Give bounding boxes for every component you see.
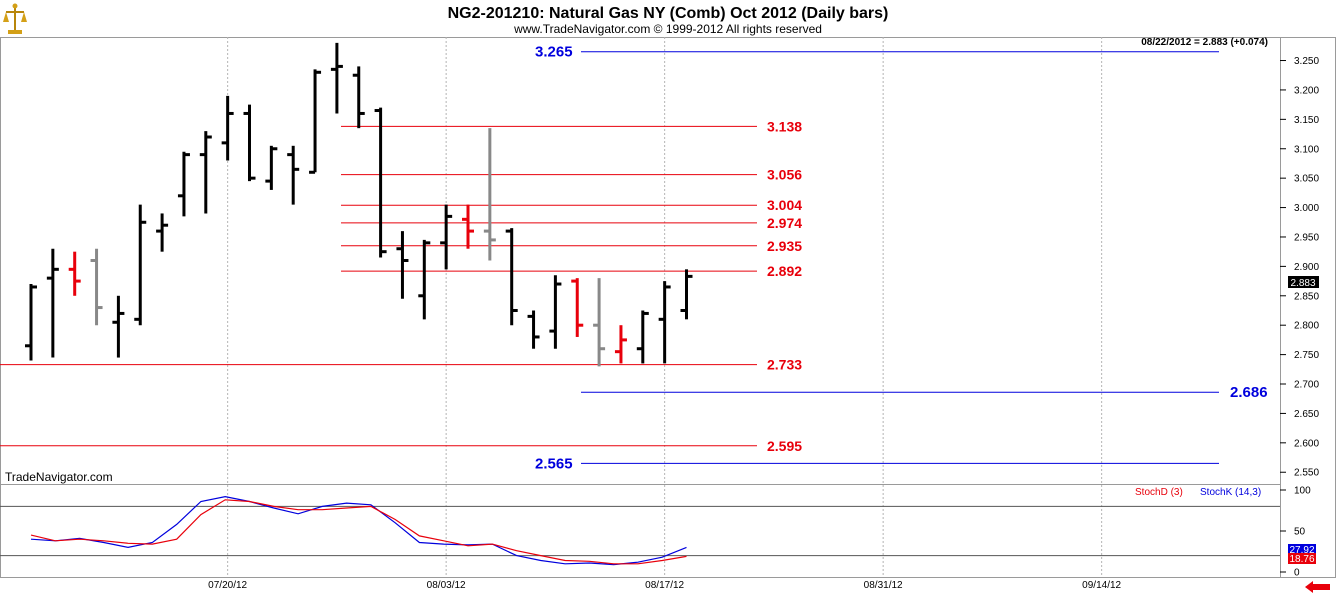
price-tick-label: 2.850 [1294,291,1319,302]
price-tick-label: 2.650 [1294,409,1319,420]
date-tick-label: 09/14/12 [1082,580,1121,591]
red-level-label: 3.004 [767,197,802,213]
price-axis-frame [1280,37,1336,578]
ohlc-bar [593,278,606,367]
stochk-value: 27.92 [1289,545,1314,556]
ohlc-bar [199,131,212,214]
ohlc-bar [680,269,693,320]
price-tick-label: 3.150 [1294,115,1319,126]
ohlc-bar [352,66,365,129]
ohlc-bar [287,145,300,205]
ohlc-bar [396,231,409,299]
date-axis-ticks: 07/20/12 08/03/12 08/17/12 08/31/12 09/14/12 [208,580,1121,591]
ohlc-bar [636,310,649,364]
last-price-tag-text: 2.883 [1290,278,1315,289]
ohlc-bar [265,145,278,190]
date-tick-label: 08/17/12 [645,580,684,591]
red-level-label: 2.733 [767,357,802,373]
price-tick-label: 3.050 [1294,174,1319,185]
price-tick-label: 2.550 [1294,468,1319,479]
stoch-tick-label: 50 [1294,527,1306,538]
ohlc-bar [571,278,584,337]
red-level-label: 2.935 [767,238,802,254]
price-tick-label: 3.250 [1294,56,1319,67]
ohlc-bar [309,69,322,174]
ohlc-bar [90,248,103,326]
stochastic-lines: 0 50 100 [0,486,1311,579]
last-quote: 08/22/2012 = 2.883 (+0.074) [1141,37,1268,48]
stoch-series-line [30,495,687,566]
price-tick-label: 3.000 [1294,203,1319,214]
trade-navigator-logo-icon [3,3,27,34]
ohlc-bar [330,42,343,114]
chart-title: NG2-201210: Natural Gas NY (Comb) Oct 20… [448,5,889,22]
ohlc-bar [112,295,125,358]
date-tick-label: 07/20/12 [208,580,247,591]
ohlc-bar [243,104,256,182]
copyright-text: www.TradeNavigator.com © 1999-2012 All r… [513,22,822,36]
price-tick-label: 2.900 [1294,262,1319,273]
red-level-label: 3.138 [767,118,802,134]
stoch-series-line [30,499,687,565]
date-tick-label: 08/31/12 [864,580,903,591]
ohlc-bar [177,151,190,217]
price-tick-label: 2.700 [1294,380,1319,391]
legend-stochk: StochK (14,3) [1200,487,1261,498]
ohlc-bar [418,239,431,320]
ohlc-bar [527,310,540,349]
price-panel-frame [0,37,1281,485]
ohlc-bar [46,248,59,358]
stochk-value-tag [1288,544,1316,554]
price-levels: 3.138 3.056 3.004 2.974 2.935 2.892 2.733 2.595… [0,44,1268,472]
price-tick-label: 2.750 [1294,350,1319,361]
price-axis-ticks: 2.550 2.600 2.650 2.700 2.750 2.800 2.850 2.900… [1280,56,1319,479]
ohlc-bar [221,95,234,161]
ohlc-bar [549,275,562,349]
ohlc-bar [25,284,37,361]
price-tick-label: 3.200 [1294,85,1319,96]
last-price-tag [1288,276,1319,288]
red-level-label: 2.974 [767,215,802,231]
stochd-value: 18.76 [1289,554,1314,565]
ohlc-bar [156,213,169,252]
ohlc-bar [483,128,496,261]
ohlc-bars [25,42,693,367]
legend-stochd: StochD (3) [1135,487,1183,498]
watermark: TradeNavigator.com [5,470,113,484]
red-level-label: 3.056 [767,167,802,183]
date-tick-label: 08/03/12 [427,580,466,591]
blue-level-label: 2.686 [1230,384,1268,401]
ohlc-bar [614,325,627,364]
ohlc-bar [374,107,387,258]
price-tick-label: 3.100 [1294,144,1319,155]
ohlc-bar [658,281,671,364]
red-level-label: 2.595 [767,438,802,454]
ohlc-bar [440,204,453,270]
price-tick-label: 2.950 [1294,232,1319,243]
ohlc-bar [505,228,518,326]
red-level-label: 2.892 [767,263,802,279]
ohlc-bar [68,251,81,296]
price-tick-label: 2.800 [1294,321,1319,332]
price-tick-label: 2.600 [1294,438,1319,449]
stochd-value-tag [1288,553,1316,564]
blue-level-label: 2.565 [535,455,573,472]
scroll-left-arrow-icon[interactable] [1300,580,1334,593]
blue-level-label: 3.265 [535,44,573,61]
ohlc-bar [134,204,147,326]
ohlc-bar [462,204,474,249]
stoch-tick-label: 0 [1294,568,1300,579]
stoch-tick-label: 100 [1294,486,1311,497]
